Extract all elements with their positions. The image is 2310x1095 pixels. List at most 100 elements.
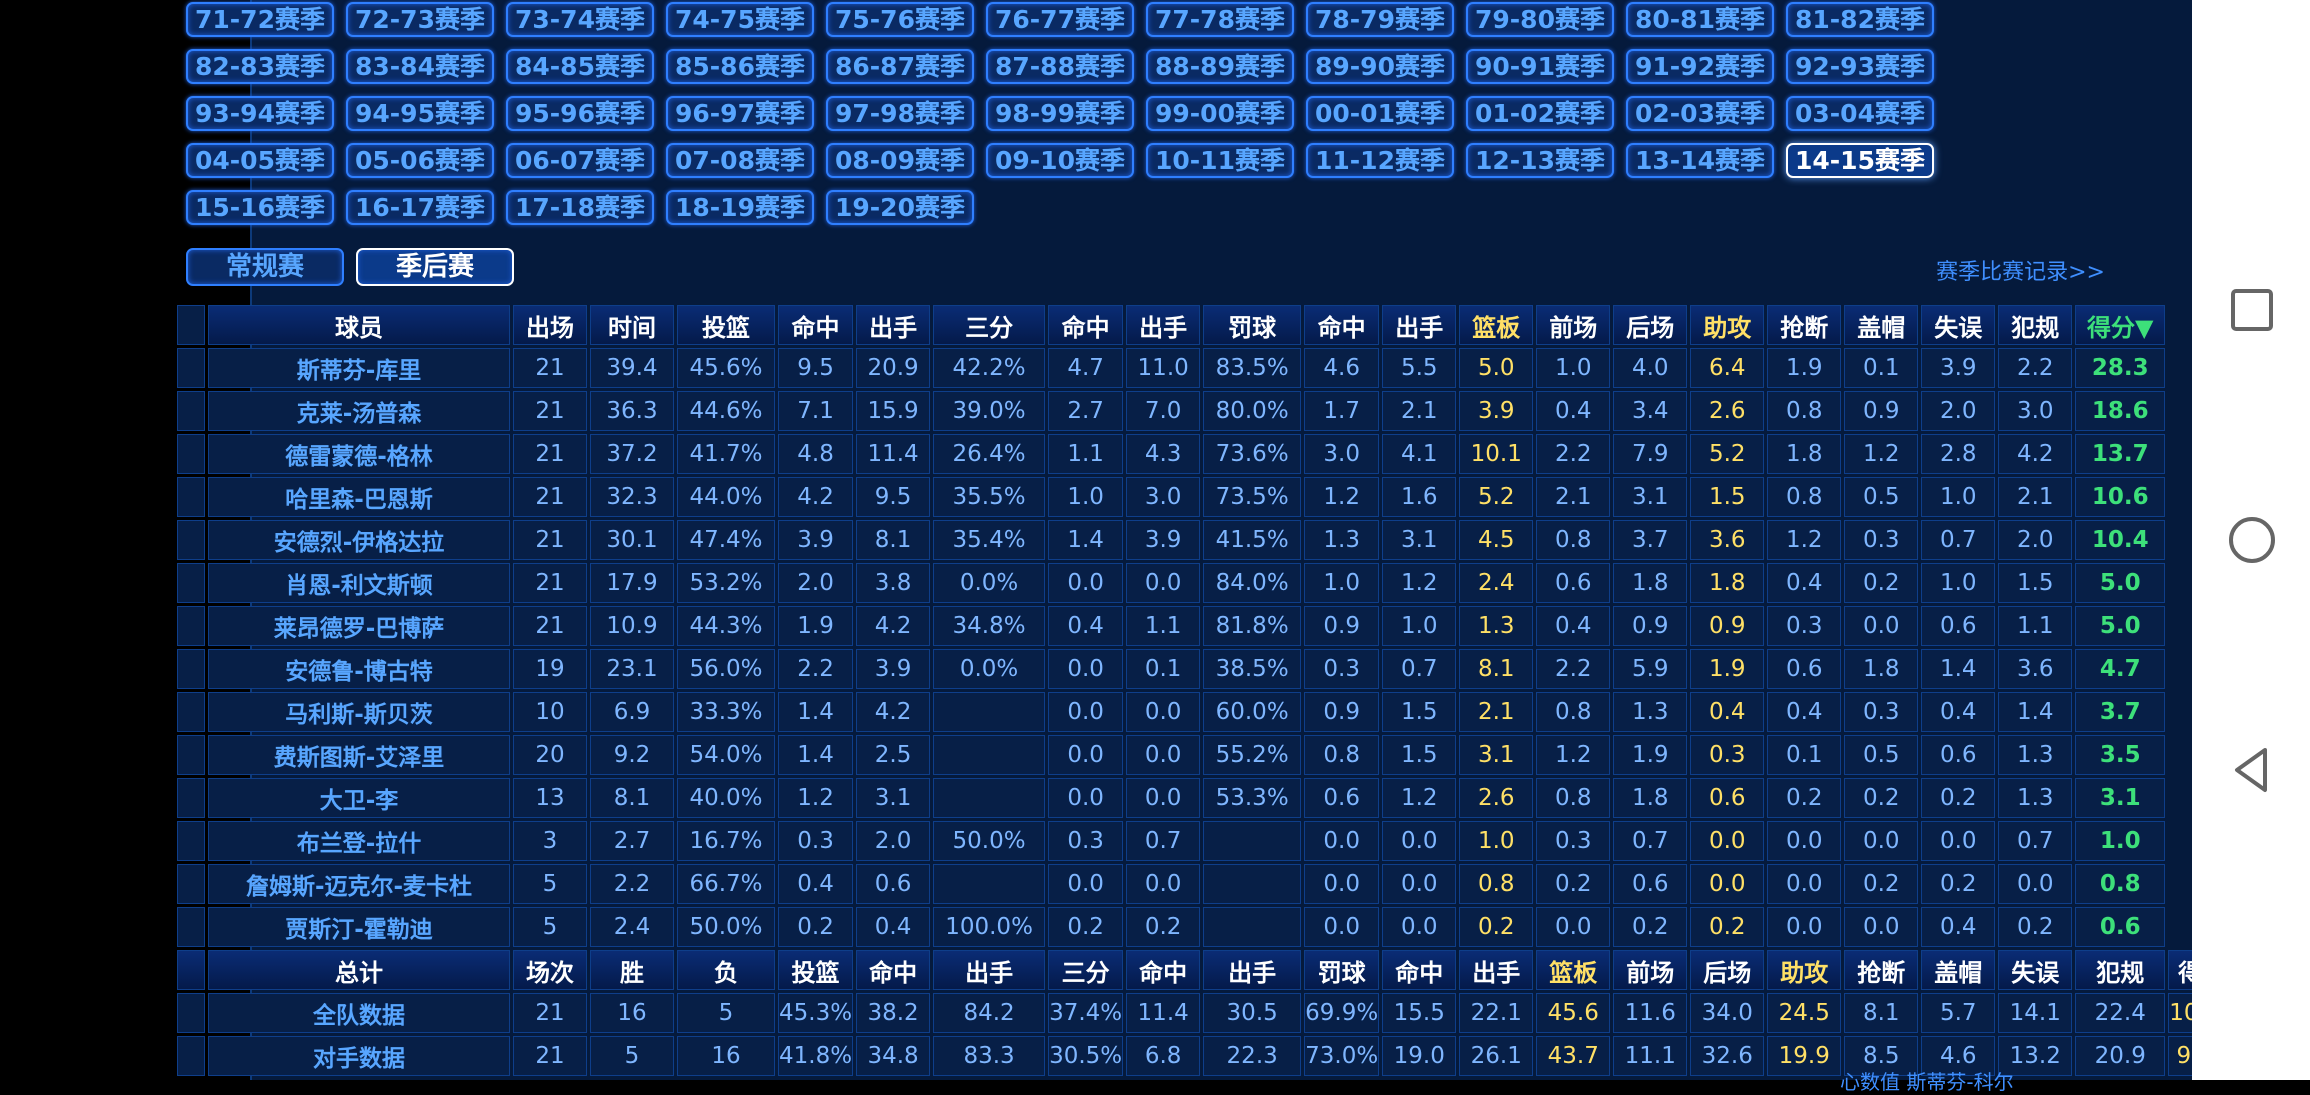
season-button[interactable]: 95-96赛季 [506, 96, 654, 131]
season-button[interactable]: 91-92赛季 [1626, 49, 1774, 84]
footer-link[interactable]: 心数值 斯蒂芬-科尔 [1840, 1070, 2014, 1094]
season-button[interactable]: 03-04赛季 [1786, 96, 1934, 131]
stat-cell: 45.6% [677, 348, 775, 388]
stat-cell: 2.0 [778, 563, 854, 603]
season-button[interactable]: 86-87赛季 [826, 49, 974, 84]
stat-cell: 3.9 [778, 520, 854, 560]
season-button[interactable]: 92-93赛季 [1786, 49, 1934, 84]
player-name-link[interactable]: 肖恩-利文斯顿 [208, 563, 510, 603]
tab-regular-season[interactable]: 常规赛 [186, 248, 344, 286]
stat-cell: 1.2 [1304, 477, 1380, 517]
season-button[interactable]: 74-75赛季 [666, 2, 814, 37]
season-button[interactable]: 99-00赛季 [1146, 96, 1294, 131]
row-gutter [177, 391, 205, 431]
player-name-link[interactable]: 德雷蒙德-格林 [208, 434, 510, 474]
season-button[interactable]: 96-97赛季 [666, 96, 814, 131]
season-button[interactable]: 88-89赛季 [1146, 49, 1294, 84]
stat-cell: 0.7 [1921, 520, 1996, 560]
square-icon[interactable] [2227, 285, 2277, 335]
stat-cell: 0.9 [1304, 606, 1380, 646]
season-button[interactable]: 19-20赛季 [826, 190, 974, 225]
season-button[interactable]: 76-77赛季 [986, 2, 1134, 37]
season-button[interactable]: 13-14赛季 [1626, 143, 1774, 178]
season-button[interactable]: 93-94赛季 [186, 96, 334, 131]
stat-cell: 81.8% [1203, 606, 1302, 646]
season-button[interactable]: 81-82赛季 [1786, 2, 1934, 37]
season-button[interactable]: 75-76赛季 [826, 2, 974, 37]
player-name-link[interactable]: 克莱-汤普森 [208, 391, 510, 431]
season-button[interactable]: 05-06赛季 [346, 143, 494, 178]
player-name-link[interactable]: 马利斯-斯贝茨 [208, 692, 510, 732]
season-button[interactable]: 11-12赛季 [1306, 143, 1454, 178]
stat-cell: 5 [513, 864, 587, 904]
season-button[interactable]: 84-85赛季 [506, 49, 654, 84]
player-name-link[interactable]: 詹姆斯-迈克尔-麦卡杜 [208, 864, 510, 904]
stat-cell: 3.6 [1690, 520, 1765, 560]
season-button[interactable]: 07-08赛季 [666, 143, 814, 178]
player-name-link[interactable]: 费斯图斯-艾泽里 [208, 735, 510, 775]
stat-cell: 1.3 [1998, 778, 2073, 818]
stat-cell: 18.6 [2075, 391, 2166, 431]
total-stat-cell: 5 [677, 993, 775, 1033]
stat-cell: 0.2 [1767, 778, 1842, 818]
triangle-back-icon[interactable] [2227, 745, 2277, 795]
player-name-link[interactable]: 安德鲁-博古特 [208, 649, 510, 689]
row-gutter [177, 907, 205, 947]
season-button[interactable]: 06-07赛季 [506, 143, 654, 178]
season-button[interactable]: 85-86赛季 [666, 49, 814, 84]
season-button[interactable]: 73-74赛季 [506, 2, 654, 37]
stat-cell: 73.5% [1203, 477, 1302, 517]
season-button[interactable]: 80-81赛季 [1626, 2, 1774, 37]
season-button[interactable]: 10-11赛季 [1146, 143, 1294, 178]
season-button[interactable]: 02-03赛季 [1626, 96, 1774, 131]
season-button[interactable]: 89-90赛季 [1306, 49, 1454, 84]
season-button[interactable]: 12-13赛季 [1466, 143, 1614, 178]
stat-cell: 10.9 [590, 606, 674, 646]
season-button[interactable]: 90-91赛季 [1466, 49, 1614, 84]
season-button[interactable]: 01-02赛季 [1466, 96, 1614, 131]
circle-icon[interactable] [2227, 515, 2277, 565]
player-name-link[interactable]: 莱昂德罗-巴博萨 [208, 606, 510, 646]
total-stat-cell: 32.6 [1690, 1036, 1765, 1076]
sort-by-points-header[interactable]: 得分▼ [2075, 305, 2166, 345]
season-button[interactable]: 71-72赛季 [186, 2, 334, 37]
stat-cell: 0.1 [1126, 649, 1201, 689]
tab-playoffs[interactable]: 季后赛 [356, 248, 514, 286]
season-button[interactable]: 17-18赛季 [506, 190, 654, 225]
player-name-link[interactable]: 安德烈-伊格达拉 [208, 520, 510, 560]
total-stat-cell: 5.7 [1921, 993, 1996, 1033]
player-name-link[interactable]: 大卫-李 [208, 778, 510, 818]
season-button[interactable]: 00-01赛季 [1306, 96, 1454, 131]
season-button[interactable]: 83-84赛季 [346, 49, 494, 84]
season-game-record-link[interactable]: 赛季比赛记录>> [1936, 260, 2105, 285]
stat-cell: 0.0 [1126, 864, 1201, 904]
season-button[interactable]: 87-88赛季 [986, 49, 1134, 84]
season-button[interactable]: 04-05赛季 [186, 143, 334, 178]
season-button[interactable]: 08-09赛季 [826, 143, 974, 178]
season-button[interactable]: 77-78赛季 [1146, 2, 1294, 37]
season-button[interactable]: 09-10赛季 [986, 143, 1134, 178]
player-name-link[interactable]: 斯蒂芬-库里 [208, 348, 510, 388]
season-button[interactable]: 18-19赛季 [666, 190, 814, 225]
season-button[interactable]: 78-79赛季 [1306, 2, 1454, 37]
stat-cell: 1.2 [1536, 735, 1611, 775]
season-button[interactable]: 15-16赛季 [186, 190, 334, 225]
row-gutter [177, 950, 205, 990]
player-name-link[interactable]: 布兰登-拉什 [208, 821, 510, 861]
season-button[interactable]: 97-98赛季 [826, 96, 974, 131]
stat-cell: 0.0 [1844, 821, 1919, 861]
player-name-link[interactable]: 哈里森-巴恩斯 [208, 477, 510, 517]
stat-cell: 37.2 [590, 434, 674, 474]
player-name-link[interactable]: 贾斯汀-霍勒迪 [208, 907, 510, 947]
season-button[interactable]: 14-15赛季 [1786, 143, 1934, 178]
season-button[interactable]: 82-83赛季 [186, 49, 334, 84]
stat-cell: 30.1 [590, 520, 674, 560]
stat-cell: 0.0 [1382, 907, 1457, 947]
season-button[interactable]: 72-73赛季 [346, 2, 494, 37]
season-button[interactable]: 79-80赛季 [1466, 2, 1614, 37]
season-button[interactable]: 94-95赛季 [346, 96, 494, 131]
season-button[interactable]: 98-99赛季 [986, 96, 1134, 131]
stat-cell: 1.2 [1844, 434, 1919, 474]
stat-cell: 21 [513, 477, 587, 517]
season-button[interactable]: 16-17赛季 [346, 190, 494, 225]
